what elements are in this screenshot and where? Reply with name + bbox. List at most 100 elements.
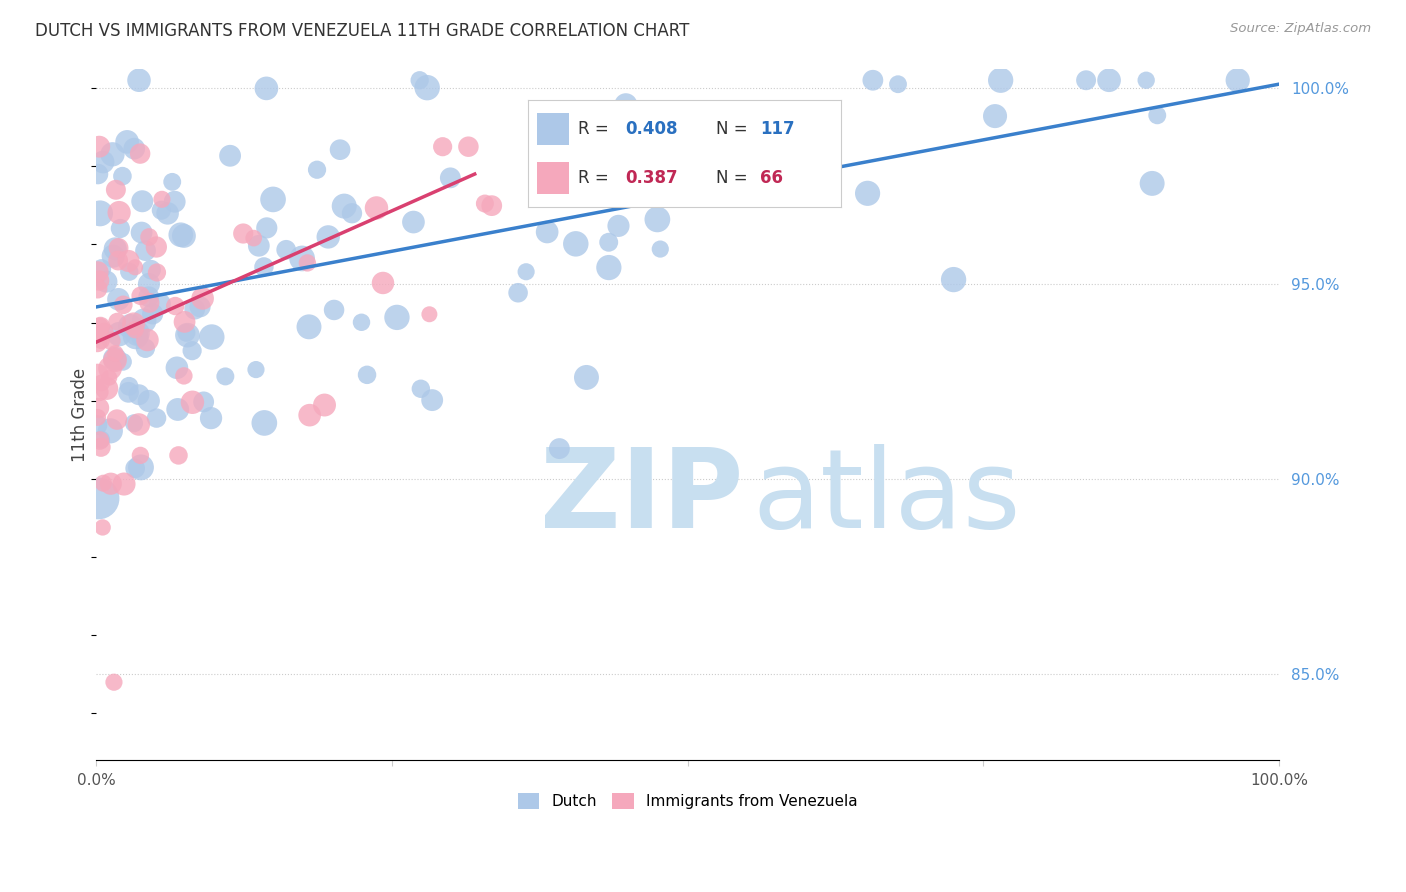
Point [104, 353, 127, 368]
Point [128, 417, 150, 432]
Point [385, 310, 408, 325]
Point [115, 135, 138, 149]
Point [366, 201, 388, 215]
Point [93, 476, 115, 491]
Point [138, 295, 160, 310]
Point [142, 307, 165, 321]
Point [188, 300, 211, 314]
Point [276, 243, 298, 257]
Point [129, 289, 152, 303]
Point [124, 323, 146, 337]
Point [87, 167, 110, 181]
Point [990, 73, 1012, 87]
Point [105, 315, 128, 329]
Point [128, 388, 150, 402]
Point [984, 109, 1007, 123]
Point [607, 219, 630, 233]
Point [650, 242, 672, 256]
Point [811, 169, 834, 184]
Point [138, 290, 160, 304]
Text: atlas: atlas [752, 444, 1021, 551]
Point [253, 260, 276, 274]
Point [90, 440, 112, 454]
Point [111, 169, 134, 183]
Point [138, 230, 160, 244]
Y-axis label: 11th Grade: 11th Grade [72, 368, 89, 461]
Point [942, 272, 965, 286]
Point [356, 368, 378, 382]
Point [253, 416, 276, 430]
Point [117, 254, 139, 268]
Point [173, 228, 195, 243]
Point [128, 73, 150, 87]
Point [515, 265, 537, 279]
Point [129, 146, 152, 161]
Point [131, 194, 153, 209]
Point [118, 265, 141, 279]
Point [104, 351, 127, 366]
Point [201, 330, 224, 344]
Point [536, 225, 558, 239]
Point [86, 368, 108, 382]
Point [100, 476, 122, 491]
Point [1226, 73, 1249, 87]
Point [350, 315, 373, 329]
Point [124, 260, 146, 275]
Point [89, 319, 111, 334]
Point [90, 376, 112, 390]
Point [191, 292, 214, 306]
Point [305, 162, 328, 177]
Point [567, 186, 589, 200]
Text: ZIP: ZIP [540, 444, 744, 551]
Legend: Dutch, Immigrants from Venezuela: Dutch, Immigrants from Venezuela [512, 787, 863, 815]
Point [93, 325, 115, 339]
Point [122, 417, 145, 431]
Point [418, 307, 440, 321]
Point [91, 155, 114, 169]
Point [160, 175, 183, 189]
Point [193, 395, 215, 409]
Point [232, 227, 254, 241]
Point [96, 381, 118, 395]
Point [110, 221, 132, 235]
Point [139, 262, 162, 277]
Point [86, 410, 108, 425]
Point [1140, 177, 1163, 191]
Point [118, 379, 141, 393]
Point [245, 362, 267, 376]
Point [323, 302, 346, 317]
Point [242, 231, 264, 245]
Point [98, 424, 121, 438]
Point [90, 433, 112, 447]
Point [575, 370, 598, 384]
Point [1074, 73, 1097, 87]
Point [86, 335, 108, 350]
Point [129, 449, 152, 463]
Point [101, 147, 124, 161]
Point [200, 411, 222, 425]
Point [103, 249, 125, 263]
Point [108, 205, 131, 219]
Point [481, 199, 503, 213]
Point [409, 382, 432, 396]
Point [564, 124, 586, 138]
Point [107, 241, 129, 255]
Point [314, 398, 336, 412]
Point [89, 434, 111, 448]
Point [254, 81, 277, 95]
Point [173, 368, 195, 383]
Point [457, 139, 479, 153]
Point [856, 186, 879, 201]
Point [90, 261, 112, 276]
Point [432, 139, 454, 153]
Point [132, 314, 155, 328]
Point [96, 275, 118, 289]
Point [146, 265, 169, 279]
Point [107, 253, 129, 268]
Point [90, 334, 112, 348]
Point [181, 395, 204, 409]
Point [416, 80, 439, 95]
Point [131, 226, 153, 240]
Point [89, 320, 111, 334]
Point [506, 285, 529, 300]
